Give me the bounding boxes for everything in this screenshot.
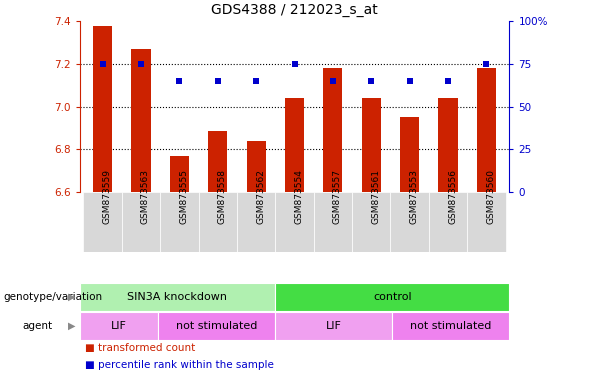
Text: GSM873557: GSM873557 — [333, 169, 342, 224]
Text: ■ percentile rank within the sample: ■ percentile rank within the sample — [85, 360, 274, 370]
Text: GSM873562: GSM873562 — [256, 169, 265, 224]
Bar — [392, 312, 509, 340]
Text: GSM873555: GSM873555 — [179, 169, 188, 224]
Bar — [352, 192, 391, 252]
Bar — [285, 98, 304, 192]
Text: GSM873553: GSM873553 — [410, 169, 419, 224]
Bar — [275, 283, 509, 311]
Text: GSM873560: GSM873560 — [487, 169, 495, 224]
Text: GSM873563: GSM873563 — [141, 169, 150, 224]
Bar — [84, 192, 122, 252]
Point — [444, 78, 453, 84]
Bar — [362, 98, 381, 192]
Text: GSM873558: GSM873558 — [218, 169, 227, 224]
Text: not stimulated: not stimulated — [410, 321, 492, 331]
Bar — [400, 117, 419, 192]
Text: LIF: LIF — [111, 321, 127, 331]
Bar — [247, 141, 266, 192]
Bar — [429, 192, 467, 252]
Point — [290, 61, 299, 67]
Bar — [131, 49, 151, 192]
Bar — [198, 192, 237, 252]
Point — [213, 78, 223, 84]
Bar — [391, 192, 429, 252]
Text: GSM873559: GSM873559 — [102, 169, 111, 224]
Text: LIF: LIF — [326, 321, 342, 331]
Bar — [467, 192, 505, 252]
Point — [252, 78, 261, 84]
Bar — [314, 192, 352, 252]
Bar — [438, 98, 458, 192]
Text: GSM873554: GSM873554 — [294, 169, 303, 224]
Text: GSM873556: GSM873556 — [448, 169, 457, 224]
Bar — [160, 192, 198, 252]
Bar — [158, 312, 275, 340]
Text: ■ transformed count: ■ transformed count — [85, 343, 196, 353]
Point — [482, 61, 491, 67]
Bar — [275, 312, 392, 340]
Bar — [80, 283, 275, 311]
Text: ▶: ▶ — [68, 292, 75, 302]
Bar — [275, 192, 314, 252]
Text: SIN3A knockdown: SIN3A knockdown — [127, 292, 227, 302]
Text: agent: agent — [22, 321, 52, 331]
Point — [174, 78, 184, 84]
Bar — [323, 68, 342, 192]
Text: ▶: ▶ — [68, 321, 75, 331]
Text: GSM873561: GSM873561 — [371, 169, 380, 224]
Bar — [170, 156, 189, 192]
Bar — [93, 26, 112, 192]
Bar — [237, 192, 275, 252]
Text: genotype/variation: genotype/variation — [3, 292, 102, 302]
Point — [366, 78, 376, 84]
Bar — [122, 192, 160, 252]
Point — [405, 78, 415, 84]
Point — [328, 78, 337, 84]
Point — [136, 61, 145, 67]
Bar — [80, 312, 158, 340]
Point — [98, 61, 107, 67]
Text: not stimulated: not stimulated — [176, 321, 257, 331]
Bar — [477, 68, 496, 192]
Title: GDS4388 / 212023_s_at: GDS4388 / 212023_s_at — [211, 3, 378, 17]
Bar — [208, 131, 227, 192]
Text: control: control — [373, 292, 412, 302]
